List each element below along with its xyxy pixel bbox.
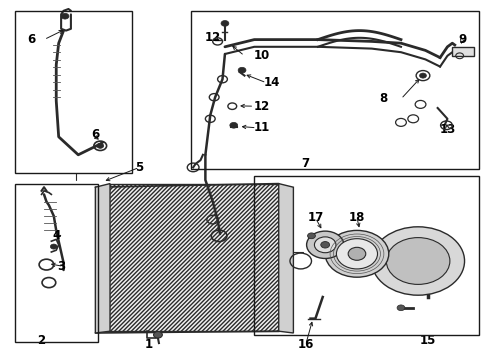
Polygon shape <box>107 184 278 331</box>
Text: 7: 7 <box>301 157 309 170</box>
Text: 3: 3 <box>57 260 65 273</box>
Text: 12: 12 <box>204 31 221 44</box>
Circle shape <box>153 332 162 338</box>
Circle shape <box>61 13 69 19</box>
Circle shape <box>306 231 343 258</box>
Circle shape <box>229 122 237 128</box>
Circle shape <box>396 305 404 311</box>
Bar <box>451 47 473 56</box>
Circle shape <box>347 247 365 260</box>
Circle shape <box>325 230 388 277</box>
Circle shape <box>336 239 377 269</box>
Circle shape <box>419 73 426 78</box>
Bar <box>254 176 478 335</box>
Polygon shape <box>95 184 110 333</box>
Text: 5: 5 <box>135 161 143 174</box>
Circle shape <box>314 237 335 253</box>
Circle shape <box>386 238 449 284</box>
Text: 2: 2 <box>38 334 45 347</box>
Text: 10: 10 <box>253 49 269 62</box>
Bar <box>15 11 132 173</box>
Text: 16: 16 <box>297 338 313 351</box>
Text: 13: 13 <box>438 123 455 136</box>
Text: 6: 6 <box>28 33 36 46</box>
Text: 12: 12 <box>253 100 269 113</box>
Circle shape <box>97 143 103 148</box>
Text: 1: 1 <box>145 338 153 351</box>
Bar <box>15 184 98 342</box>
Text: 14: 14 <box>263 76 279 89</box>
Circle shape <box>238 67 245 73</box>
Polygon shape <box>278 184 293 333</box>
Text: 11: 11 <box>253 121 269 134</box>
Text: 6: 6 <box>91 129 99 141</box>
Text: 4: 4 <box>52 229 60 242</box>
Circle shape <box>320 242 329 248</box>
Text: 15: 15 <box>419 334 435 347</box>
Text: 8: 8 <box>379 93 387 105</box>
Circle shape <box>50 244 57 249</box>
Circle shape <box>307 233 315 239</box>
Circle shape <box>221 21 228 26</box>
Text: 18: 18 <box>348 211 365 224</box>
Text: 17: 17 <box>306 211 323 224</box>
Text: 9: 9 <box>457 33 465 46</box>
Bar <box>190 11 478 169</box>
Circle shape <box>371 227 464 295</box>
